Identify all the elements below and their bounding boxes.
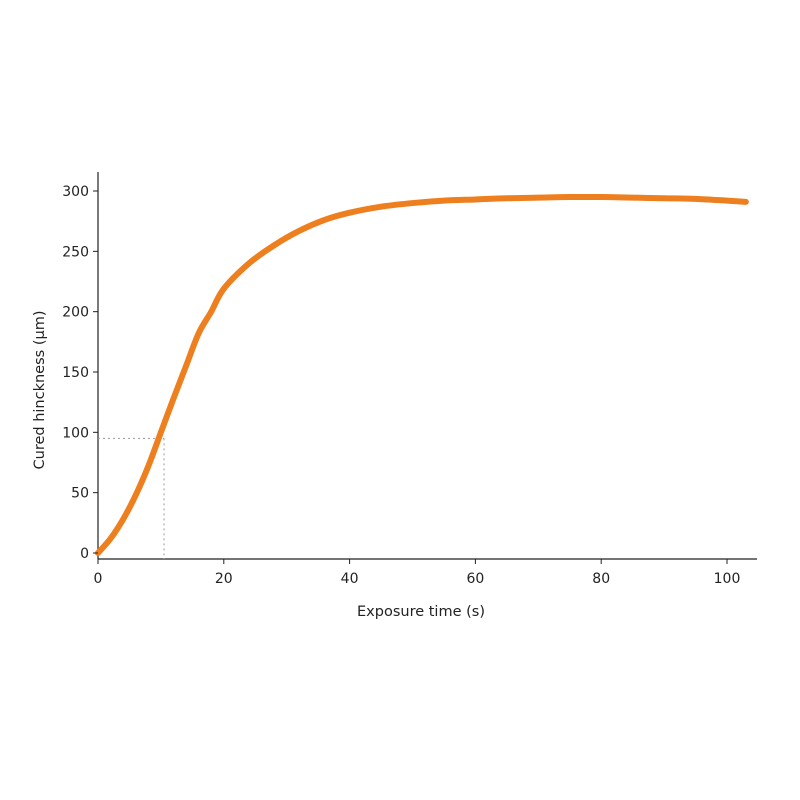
x-tick-label: 40 — [341, 571, 359, 587]
y-tick-label: 150 — [62, 365, 89, 381]
x-tick-label: 80 — [592, 571, 610, 587]
y-tick-label: 250 — [62, 244, 89, 260]
guide-lines — [98, 437, 165, 559]
y-axis-title: Cured hinckness (µm) — [32, 311, 48, 470]
axis-ticks: 0 20 40 60 80 100 0 50 100 150 200 250 300 — [62, 184, 740, 587]
x-tick-label: 60 — [466, 571, 484, 587]
x-tick-label: 100 — [714, 571, 741, 587]
x-tick-label: 20 — [215, 571, 233, 587]
x-axis-title: Exposure time (s) — [357, 604, 485, 620]
x-tick-label: 0 — [94, 571, 103, 587]
y-tick-label: 200 — [62, 305, 89, 321]
y-tick-label: 0 — [80, 546, 89, 562]
y-tick-label: 300 — [62, 184, 89, 200]
y-tick-label: 100 — [62, 425, 89, 441]
y-tick-label: 50 — [71, 486, 89, 502]
series-line — [95, 193, 749, 556]
series-layer — [95, 193, 749, 556]
